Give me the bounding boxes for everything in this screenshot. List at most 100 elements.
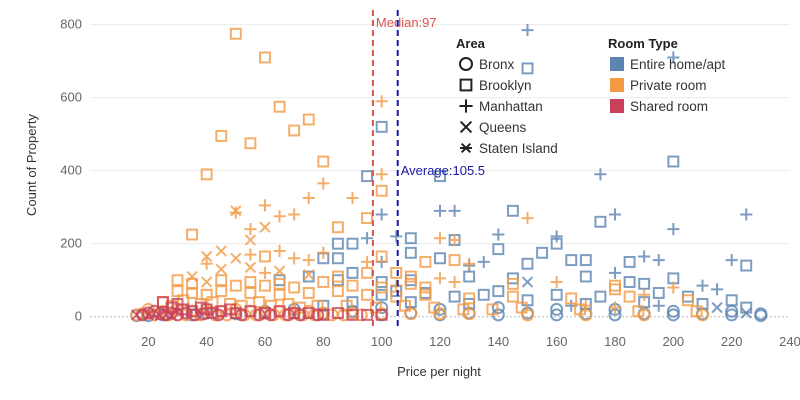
data-point — [434, 170, 446, 183]
data-point — [740, 259, 753, 272]
data-point — [609, 283, 621, 296]
x-tick-label: 140 — [487, 334, 509, 349]
data-point — [331, 237, 344, 250]
data-point — [302, 307, 315, 319]
data-point — [550, 237, 563, 250]
data-point — [506, 277, 519, 290]
legend-swatch — [610, 57, 624, 71]
data-point — [259, 279, 271, 292]
data-point — [317, 276, 330, 288]
data-point — [433, 272, 447, 285]
data-point — [186, 305, 199, 318]
tick-labels: 0 200 400 600 800 20 40 60 80 100 120 140 160 180 200 2… — [60, 17, 800, 349]
data-point — [433, 232, 447, 245]
data-point — [197, 307, 211, 321]
data-point — [331, 274, 344, 287]
data-point — [637, 308, 651, 322]
data-point — [521, 276, 534, 288]
data-point — [448, 204, 461, 217]
data-point — [536, 246, 549, 259]
data-point — [288, 281, 301, 294]
data-point — [288, 307, 301, 319]
data-point — [375, 184, 388, 197]
data-point — [740, 307, 752, 319]
data-point — [186, 270, 198, 283]
data-point — [361, 232, 374, 245]
data-point — [273, 100, 286, 113]
data-point — [229, 27, 242, 40]
legend-symbol-square — [459, 78, 473, 92]
marks-layer — [130, 24, 768, 323]
data-point — [521, 24, 534, 37]
data-point — [288, 124, 301, 137]
data-point — [215, 245, 227, 257]
data-point — [492, 243, 505, 256]
data-point — [253, 296, 266, 309]
data-point — [331, 221, 344, 234]
data-point — [264, 308, 278, 322]
data-point — [666, 308, 680, 322]
data-point — [361, 288, 374, 301]
data-point — [521, 212, 534, 225]
data-point — [346, 266, 359, 279]
data-point — [419, 281, 432, 294]
legend-area-title: Area — [456, 36, 486, 51]
data-point — [201, 276, 213, 288]
data-point — [346, 308, 359, 321]
data-point — [623, 255, 636, 268]
data-point — [302, 191, 315, 205]
data-point — [201, 250, 213, 263]
data-point — [506, 204, 519, 217]
data-point — [492, 285, 505, 298]
data-point — [550, 308, 564, 322]
data-point — [594, 215, 607, 228]
data-point — [390, 290, 403, 303]
legend-area: Area Bronx Brooklyn Manhattan Queens Staten … — [456, 36, 558, 156]
data-point — [390, 266, 403, 279]
data-point — [154, 309, 166, 322]
x-tick-label: 200 — [662, 334, 684, 349]
data-point — [608, 208, 622, 221]
data-point — [652, 254, 665, 267]
data-point — [273, 210, 286, 223]
legend-item-label: Entire home/apt — [630, 57, 726, 72]
data-point — [463, 257, 476, 270]
data-point — [229, 307, 242, 319]
data-point — [681, 294, 694, 307]
data-point — [302, 254, 315, 267]
data-point — [404, 274, 417, 287]
data-point — [725, 254, 738, 267]
y-tick-label: 400 — [60, 163, 82, 178]
x-tick-label: 220 — [721, 334, 743, 349]
data-point — [638, 250, 651, 263]
data-point — [215, 305, 228, 318]
data-point — [486, 303, 499, 316]
data-point — [448, 290, 461, 303]
data-point — [506, 290, 519, 303]
data-point — [215, 130, 228, 142]
data-point — [142, 309, 154, 321]
legend-symbol-plus — [459, 99, 473, 113]
data-point — [244, 276, 257, 288]
data-point — [521, 257, 534, 270]
y-tick-label: 200 — [60, 236, 82, 251]
data-point — [550, 288, 563, 301]
data-point — [711, 301, 723, 314]
legend-room-type-title: Room Type — [608, 36, 678, 51]
data-point — [711, 283, 724, 296]
data-point — [404, 270, 417, 283]
data-point — [448, 275, 461, 289]
data-point — [579, 270, 592, 283]
x-tick-label: 160 — [546, 334, 568, 349]
data-point — [594, 290, 607, 303]
data-point — [565, 254, 578, 267]
data-point — [288, 252, 301, 265]
data-point — [419, 288, 432, 301]
x-tick-label: 80 — [316, 334, 330, 349]
data-point — [346, 279, 359, 292]
data-point — [608, 301, 622, 314]
data-point — [302, 113, 315, 126]
data-point — [667, 223, 680, 236]
data-point — [273, 277, 286, 290]
data-point — [521, 308, 534, 322]
